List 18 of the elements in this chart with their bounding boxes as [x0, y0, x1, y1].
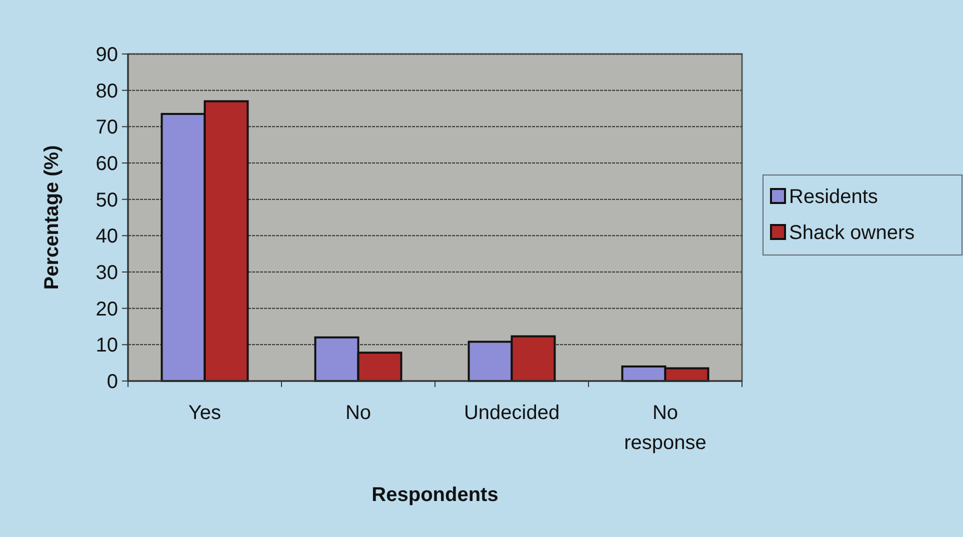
- y-tick-label: 10: [96, 334, 118, 357]
- x-tick-label: Yes: [188, 402, 222, 424]
- x-tick-label: No: [345, 402, 372, 424]
- legend-label: Residents: [789, 186, 878, 208]
- y-tick-label: 50: [96, 189, 118, 212]
- y-tick-label: 20: [96, 298, 118, 320]
- y-tick-label: 0: [106, 371, 118, 393]
- y-tick-label: 60: [96, 153, 118, 175]
- y-axis-title: Percentage (%): [41, 145, 63, 290]
- y-tick-label: 40: [96, 226, 118, 248]
- x-axis-title: Respondents: [372, 484, 498, 506]
- x-tick-label: Undecided: [464, 402, 560, 424]
- x-tick-label: No response: [624, 402, 706, 454]
- y-tick-label: 90: [96, 44, 118, 66]
- y-tick-label: 30: [96, 262, 118, 284]
- y-tick-label: 80: [96, 80, 118, 102]
- legend-label: Shack owners: [789, 222, 915, 244]
- y-tick-label: 70: [96, 116, 118, 139]
